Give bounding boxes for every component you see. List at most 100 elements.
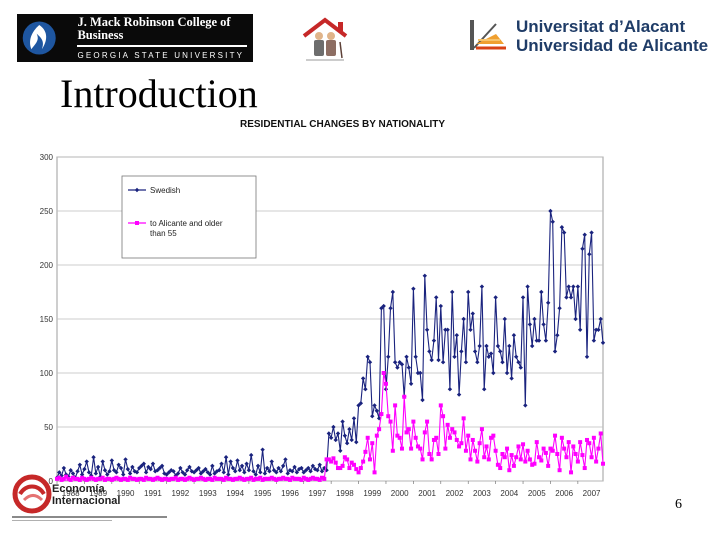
alicante55-marker xyxy=(258,475,263,480)
economia-internacional-logo: Economía Internacional xyxy=(10,474,170,522)
alicante55-marker xyxy=(256,476,261,481)
alicante55-marker xyxy=(244,476,249,481)
alicante55-marker xyxy=(187,475,192,480)
alicante55-marker xyxy=(105,476,110,481)
alicante55-marker xyxy=(354,467,359,472)
alicante55-marker xyxy=(523,459,528,464)
alicante55-marker xyxy=(322,476,327,481)
swedish-marker xyxy=(456,392,462,397)
alicante55-marker xyxy=(237,475,242,480)
swedish-marker xyxy=(171,469,176,474)
alicante55-marker xyxy=(176,477,181,482)
x-tick-label: 1990 xyxy=(117,489,135,498)
alicante55-marker xyxy=(274,477,279,482)
alicante55-marker xyxy=(507,468,512,473)
swedish-marker xyxy=(137,465,142,471)
y-tick-label: 0 xyxy=(49,477,54,486)
alicante55-marker xyxy=(450,427,455,432)
alicante55-marker xyxy=(578,440,583,445)
swedish-marker xyxy=(575,284,581,289)
swedish-marker xyxy=(372,403,377,408)
alicante55-marker xyxy=(297,476,302,481)
alicante55-marker xyxy=(601,461,605,466)
alicante55-marker xyxy=(86,476,91,481)
swedish-marker xyxy=(205,470,210,475)
swedish-marker xyxy=(555,333,560,338)
alicante55-marker xyxy=(477,441,482,446)
swedish-marker xyxy=(102,468,108,473)
alicante55-marker xyxy=(415,444,420,449)
swedish-marker xyxy=(486,354,491,359)
alicante55-marker xyxy=(393,403,398,408)
alicante55-marker xyxy=(525,448,530,453)
legend-label-alicante55: to Alicante and older than 55 xyxy=(150,219,223,238)
alicante55-marker xyxy=(320,475,325,480)
alicante55-marker xyxy=(500,452,505,456)
alicante55-marker xyxy=(121,476,126,481)
alicante55-marker xyxy=(185,476,190,481)
swedish-marker xyxy=(285,471,290,476)
swedish-marker xyxy=(159,463,165,469)
swedish-marker xyxy=(264,465,270,471)
alicante55-marker xyxy=(521,442,526,447)
alicante55-marker xyxy=(406,427,411,432)
alicante55-marker xyxy=(402,394,407,399)
alicante55-marker xyxy=(365,435,370,440)
alicante55-marker xyxy=(157,476,162,481)
swedish-marker xyxy=(584,354,590,359)
alicante55-marker xyxy=(70,475,75,480)
swedish-marker xyxy=(338,448,343,453)
swedish-marker xyxy=(543,338,549,343)
gsu-university-name: GEORGIA STATE UNIVERSITY xyxy=(77,51,245,60)
alicante55-marker xyxy=(205,476,210,481)
gsu-college-name: J. Mack Robinson College of Business xyxy=(77,15,231,42)
ei-rule-thin xyxy=(12,520,112,521)
swedish-marker xyxy=(431,338,437,343)
alicante55-marker xyxy=(429,457,434,462)
alicante55-marker xyxy=(141,477,146,482)
alicante55-marker xyxy=(482,455,487,460)
y-tick-label: 200 xyxy=(40,261,54,270)
alicante55-marker xyxy=(399,446,404,451)
swedish-marker xyxy=(237,468,242,473)
alicante55-marker xyxy=(201,476,206,481)
swedish-marker xyxy=(550,219,555,224)
y-tick-label: 300 xyxy=(40,153,54,162)
swedish-marker xyxy=(303,468,309,473)
alicante55-marker xyxy=(294,476,299,481)
alicante55-marker xyxy=(75,476,80,481)
swedish-marker xyxy=(365,354,370,359)
alicante55-marker xyxy=(100,475,105,480)
alicante55-marker xyxy=(226,476,231,481)
alicante55-marker xyxy=(148,476,153,481)
alicante55-marker xyxy=(160,477,165,482)
swedish-marker xyxy=(363,387,368,392)
alicante55-marker xyxy=(377,427,382,432)
swedish-marker xyxy=(91,455,96,460)
swedish-marker xyxy=(381,303,386,309)
swedish-marker xyxy=(477,343,482,349)
swedish-marker xyxy=(415,370,421,376)
alicante55-marker xyxy=(233,476,238,481)
alicante55-marker xyxy=(116,476,121,481)
swedish-marker xyxy=(68,468,73,473)
alicante55-marker xyxy=(372,470,377,475)
swedish-marker xyxy=(573,316,578,322)
swedish-marker xyxy=(326,431,332,436)
ei-line2: Internacional xyxy=(52,495,121,507)
alicante55-marker xyxy=(326,457,331,462)
ua-name-spanish: Universidad de Alicante xyxy=(516,36,709,55)
swedish-marker xyxy=(340,419,345,424)
swedish-marker xyxy=(57,470,62,475)
alicante55-marker xyxy=(242,477,247,482)
alicante55-marker xyxy=(441,414,446,419)
x-tick-label: 1989 xyxy=(89,489,107,498)
swedish-marker xyxy=(561,230,567,235)
swedish-marker xyxy=(447,387,453,392)
swedish-marker xyxy=(127,471,133,476)
alicante55-marker xyxy=(596,446,601,451)
alicante55-marker xyxy=(338,466,343,471)
swedish-marker xyxy=(77,462,83,467)
alicante55-marker xyxy=(331,456,336,461)
x-tick-label: 1994 xyxy=(226,489,244,498)
